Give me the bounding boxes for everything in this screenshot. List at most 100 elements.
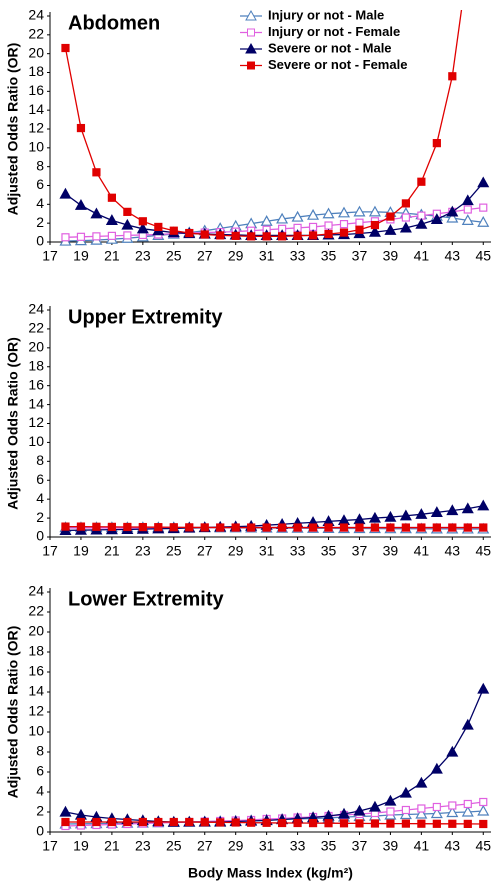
x-tick-label: 31 (259, 248, 275, 264)
y-tick-label: 4 (36, 195, 44, 211)
marker (107, 193, 116, 202)
plot (59, 10, 490, 246)
x-tick-label: 17 (42, 838, 58, 854)
marker (90, 207, 103, 219)
marker (446, 745, 459, 757)
marker (92, 522, 101, 531)
x-tick-label: 39 (383, 838, 399, 854)
marker (355, 819, 364, 828)
marker (463, 799, 472, 809)
marker (216, 523, 225, 532)
marker (370, 523, 380, 532)
marker (479, 819, 488, 829)
marker (324, 221, 333, 230)
marker (247, 232, 256, 241)
marker (415, 807, 428, 819)
marker (262, 818, 271, 827)
marker (448, 819, 457, 828)
marker (185, 523, 194, 532)
marker (399, 221, 412, 233)
x-tick-label: 19 (73, 248, 89, 264)
y-tick-label: 22 (28, 320, 44, 336)
x-axis-label: Body Mass Index (kg/m²) (188, 865, 353, 881)
x-tick-label: 41 (414, 543, 430, 559)
marker (74, 199, 87, 210)
marker (262, 523, 271, 532)
marker (231, 231, 240, 240)
marker (308, 818, 318, 828)
y-tick-label: 0 (36, 823, 44, 839)
marker (477, 682, 490, 694)
y-tick-label: 12 (28, 703, 44, 719)
y-tick-label: 24 (28, 583, 44, 599)
marker (216, 231, 225, 240)
y-tick-label: 4 (36, 490, 44, 506)
marker (479, 523, 488, 532)
y-tick-label: 6 (36, 471, 44, 487)
marker (432, 139, 441, 148)
marker (278, 818, 287, 828)
legend-symbol (247, 28, 255, 37)
y-tick-label: 2 (36, 214, 44, 230)
marker (138, 817, 147, 827)
marker (401, 213, 410, 222)
marker (477, 176, 490, 188)
y-tick-label: 14 (28, 101, 44, 117)
marker (123, 207, 132, 216)
marker (463, 819, 472, 829)
marker (477, 215, 490, 227)
x-tick-label: 25 (166, 838, 182, 854)
marker (247, 523, 256, 532)
y-tick-label: 12 (28, 120, 44, 136)
marker (399, 509, 412, 521)
marker (339, 220, 349, 229)
y-tick-label: 8 (36, 452, 44, 468)
marker (262, 232, 271, 241)
y-axis-label: Adjusted Odds Ratio (OR) (5, 337, 21, 510)
y-axis-label: Adjusted Odds Ratio (OR) (5, 626, 21, 799)
marker (432, 802, 441, 812)
marker (278, 232, 287, 241)
y-tick-label: 8 (36, 743, 44, 759)
legend-symbol (247, 61, 255, 70)
legend-marker (247, 61, 255, 70)
x-tick-label: 29 (228, 838, 244, 854)
marker (417, 804, 426, 813)
x-tick-label: 17 (42, 248, 58, 264)
marker (401, 819, 410, 828)
x-tick-label: 43 (445, 248, 461, 264)
x-tick-label: 23 (135, 838, 151, 854)
x-tick-label: 27 (197, 838, 213, 854)
x-tick-label: 45 (475, 248, 491, 264)
series-line (65, 505, 484, 532)
marker (154, 523, 163, 532)
marker (107, 817, 116, 827)
y-tick-label: 2 (36, 509, 44, 525)
x-tick-label: 21 (104, 248, 120, 264)
y-tick-label: 16 (28, 82, 44, 98)
marker (432, 523, 441, 532)
x-tick-label: 33 (290, 838, 306, 854)
legend-label: Severe or not - Male (268, 40, 392, 55)
marker (185, 228, 194, 238)
marker (293, 818, 302, 828)
marker (432, 819, 441, 828)
x-tick-label: 43 (445, 838, 461, 854)
marker (415, 217, 428, 229)
marker (92, 168, 101, 177)
y-tick-label: 2 (36, 803, 44, 819)
marker (231, 523, 240, 532)
x-tick-label: 19 (73, 543, 89, 559)
marker (138, 522, 147, 532)
x-tick-label: 25 (166, 248, 182, 264)
marker (324, 229, 333, 239)
x-tick-label: 31 (259, 543, 275, 559)
series-line (65, 182, 484, 237)
y-tick-label: 16 (28, 663, 44, 679)
marker (291, 210, 304, 222)
y-tick-label: 10 (28, 723, 44, 739)
series-line (65, 525, 484, 529)
marker (339, 228, 349, 237)
series-line (65, 688, 484, 823)
marker (61, 233, 70, 242)
